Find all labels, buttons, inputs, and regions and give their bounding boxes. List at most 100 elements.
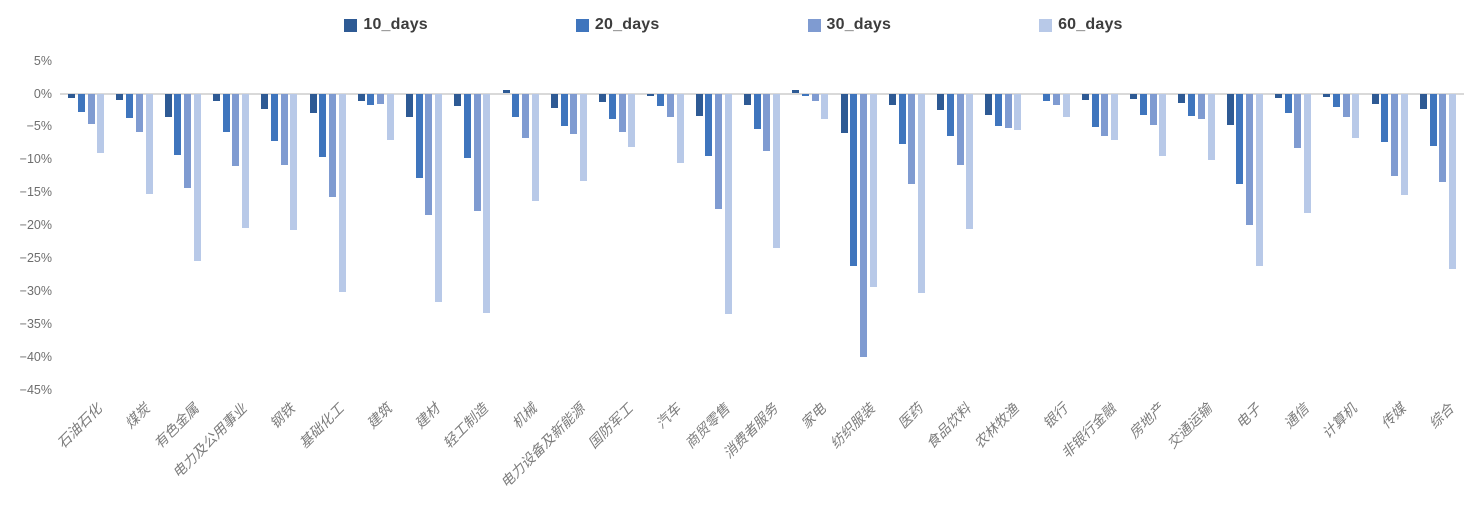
x-category-label: 基础化工: [296, 400, 347, 452]
bar: [68, 93, 76, 99]
bar: [1294, 93, 1302, 148]
x-category-label: 建筑: [364, 400, 396, 432]
bar: [1091, 93, 1099, 128]
bar: [811, 93, 819, 101]
bar: [164, 93, 172, 117]
legend-label: 10_days: [363, 16, 428, 33]
bar: [193, 93, 201, 261]
bar: [1043, 93, 1051, 101]
bar: [1275, 93, 1282, 99]
bar: [840, 93, 848, 133]
bar: [415, 93, 423, 178]
bar: [1053, 93, 1060, 106]
bar: [724, 93, 732, 314]
bar: [1236, 93, 1244, 184]
bar: [888, 93, 896, 106]
bar: [1255, 93, 1263, 266]
bar: [647, 93, 655, 97]
bar: [1419, 93, 1427, 109]
bar: [77, 93, 85, 112]
bar: [1207, 93, 1215, 160]
bar: [869, 93, 877, 287]
bar: [1139, 93, 1147, 116]
bar: [1101, 93, 1109, 136]
y-tick-label: 0%: [33, 86, 52, 101]
bar: [898, 93, 906, 144]
bar: [608, 93, 616, 120]
bar: [425, 93, 433, 215]
bar: [1178, 93, 1186, 103]
legend-label: 30_days: [826, 16, 892, 33]
bar: [1130, 93, 1138, 100]
x-category-label: 银行: [1039, 400, 1072, 432]
bar: [126, 93, 134, 118]
bar: [473, 93, 481, 212]
x-category-label: 纺织服装: [827, 400, 878, 452]
legend-item-10_days: 10_days: [344, 16, 428, 34]
bar: [1333, 93, 1340, 107]
bar: [232, 93, 240, 166]
x-category-label: 电力设备及新能源: [497, 400, 589, 492]
bar: [995, 93, 1002, 127]
bar: [1439, 93, 1447, 182]
x-category-label: 家电: [798, 400, 830, 432]
x-category-label: 煤炭: [122, 400, 154, 432]
bar: [666, 93, 674, 117]
x-category-label: 石油石化: [54, 400, 106, 452]
bar: [850, 93, 858, 266]
bar: [1304, 93, 1312, 213]
y-tick-label: −15%: [19, 185, 52, 200]
chart-legend: 10_days 20_days 30_days 60_days: [0, 16, 1467, 34]
bar: [753, 93, 761, 129]
x-category-label: 食品饮料: [923, 400, 975, 452]
bar: [570, 93, 578, 135]
zero-axis-line: [60, 92, 1464, 95]
bar: [1284, 93, 1292, 114]
bar: [367, 93, 375, 106]
bar: [145, 93, 153, 194]
x-category-label: 轻工制造: [440, 400, 492, 452]
x-category-label: 医药: [895, 400, 927, 432]
bar: [579, 93, 587, 181]
x-category-label: 交通运输: [1165, 400, 1216, 452]
bar: [222, 93, 230, 132]
bar: [715, 93, 723, 209]
bar: [1111, 93, 1118, 140]
bar: [328, 93, 336, 197]
bar: [676, 93, 684, 163]
bar: [1371, 93, 1379, 104]
legend-swatch-icon: [344, 18, 358, 32]
legend-label: 60_days: [1058, 16, 1123, 33]
bar: [1149, 93, 1157, 126]
bar: [744, 93, 751, 106]
legend-label: 20_days: [594, 16, 660, 33]
bar: [338, 93, 346, 292]
bar: [242, 93, 249, 229]
x-category-label: 房地产: [1126, 400, 1168, 442]
bar: [695, 93, 703, 116]
bar: [1062, 93, 1070, 118]
bar: [1342, 93, 1350, 118]
bar: [550, 93, 558, 108]
bar: [801, 93, 809, 97]
bar: [821, 93, 829, 120]
bar: [174, 93, 182, 155]
bar: [377, 93, 385, 104]
bar: [406, 93, 413, 117]
x-category-label: 国防军工: [585, 400, 637, 452]
y-tick-label: −45%: [19, 382, 52, 397]
bar: [966, 93, 974, 229]
bar: [87, 93, 95, 125]
y-tick-label: −30%: [19, 283, 52, 298]
bar: [1014, 93, 1022, 130]
bar: [908, 93, 916, 184]
bar: [522, 93, 529, 138]
bar: [1323, 93, 1331, 98]
bar: [1081, 93, 1089, 101]
bar: [502, 90, 510, 94]
bar: [97, 93, 105, 154]
legend-item-60_days: 60_days: [1039, 16, 1123, 34]
bar: [1159, 93, 1167, 156]
x-category-label: 电子: [1233, 400, 1265, 432]
bar: [116, 93, 124, 101]
